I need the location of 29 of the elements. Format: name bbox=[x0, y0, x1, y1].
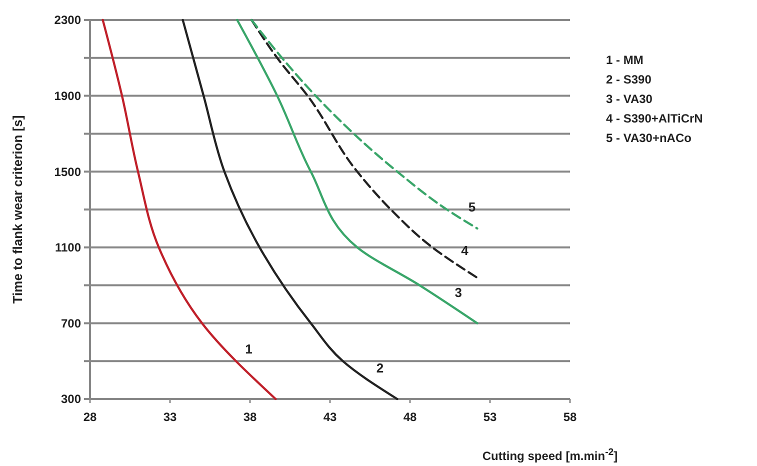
line-series bbox=[102, 18, 277, 400]
line-series bbox=[236, 18, 478, 324]
text: 1 - MM bbox=[606, 53, 644, 68]
x-tick-label: 58 bbox=[563, 410, 577, 424]
y-tick-label: 300 bbox=[60, 392, 82, 406]
text: 3 - VA30 bbox=[606, 92, 653, 106]
series-label: 5 bbox=[468, 200, 476, 215]
y-tick-label: 700 bbox=[60, 316, 82, 330]
text: 5 - VA30+nACo bbox=[606, 131, 692, 146]
text: 2 - S390 bbox=[606, 72, 652, 87]
x-tick-label: 38 bbox=[243, 410, 257, 424]
x-tick-label: 28 bbox=[83, 410, 97, 424]
series-label: 3 bbox=[454, 284, 462, 300]
y-tick-label: 1500 bbox=[54, 164, 82, 179]
y-tick-label: 1100 bbox=[54, 240, 82, 255]
series-label: 2 bbox=[376, 360, 384, 376]
line-series bbox=[182, 18, 398, 400]
series-label: 1 bbox=[245, 342, 252, 357]
x-tick-label: 43 bbox=[323, 410, 337, 424]
series-label: 4 bbox=[461, 243, 470, 258]
x-axis-title: Cutting speed [m.min$^{-2}$] bbox=[482, 446, 618, 463]
text: 4 - S390+AlTiCrN bbox=[606, 112, 703, 126]
y-tick-label: 2300 bbox=[54, 13, 82, 28]
line-series bbox=[250, 18, 478, 230]
y-tick-label: 1900 bbox=[54, 89, 82, 103]
y-axis-title: Time to flank wear criterion [s] bbox=[10, 115, 25, 304]
x-tick-label: 48 bbox=[403, 410, 417, 424]
x-tick-label: 33 bbox=[163, 410, 177, 424]
x-tick-label: 53 bbox=[483, 410, 497, 424]
